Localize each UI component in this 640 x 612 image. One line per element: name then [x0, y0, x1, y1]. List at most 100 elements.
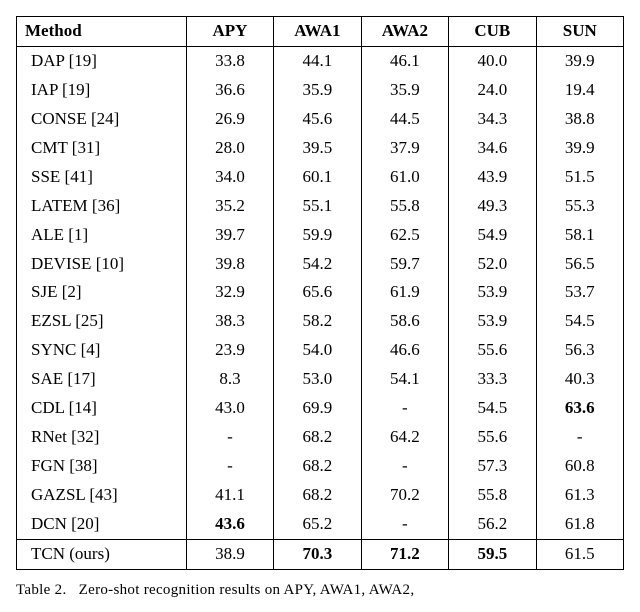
- col-header-awa1: AWA1: [274, 17, 361, 47]
- value-cell: 56.3: [536, 336, 623, 365]
- value-cell: 44.5: [361, 105, 448, 134]
- value-cell: 64.2: [361, 423, 448, 452]
- table-row: TCN (ours)38.970.371.259.561.5: [17, 539, 624, 569]
- value-cell: 55.1: [274, 192, 361, 221]
- method-cell: SAE [17]: [17, 365, 187, 394]
- col-header-sun: SUN: [536, 17, 623, 47]
- value-cell: 53.9: [449, 307, 536, 336]
- results-table: Method APY AWA1 AWA2 CUB SUN DAP [19]33.…: [16, 16, 624, 570]
- method-cell: SSE [41]: [17, 163, 187, 192]
- value-cell: 54.9: [449, 221, 536, 250]
- value-cell: 54.0: [274, 336, 361, 365]
- value-cell: 45.6: [274, 105, 361, 134]
- caption-label: Table 2.: [16, 582, 67, 598]
- value-cell: -: [361, 510, 448, 539]
- value-cell: 34.0: [186, 163, 273, 192]
- table-row: DEVISE [10]39.854.259.752.056.5: [17, 250, 624, 279]
- value-cell: -: [361, 452, 448, 481]
- value-cell: 40.3: [536, 365, 623, 394]
- value-cell: 8.3: [186, 365, 273, 394]
- value-cell: 53.9: [449, 278, 536, 307]
- col-header-apy: APY: [186, 17, 273, 47]
- method-cell: CMT [31]: [17, 134, 187, 163]
- method-cell: SJE [2]: [17, 278, 187, 307]
- table-row: FGN [38]-68.2-57.360.8: [17, 452, 624, 481]
- value-cell: 58.1: [536, 221, 623, 250]
- table-row: LATEM [36]35.255.155.849.355.3: [17, 192, 624, 221]
- table-body: DAP [19]33.844.146.140.039.9IAP [19]36.6…: [17, 46, 624, 569]
- value-cell: 61.8: [536, 510, 623, 539]
- method-cell: DAP [19]: [17, 46, 187, 75]
- value-cell: 39.9: [536, 134, 623, 163]
- value-cell: 43.6: [186, 510, 273, 539]
- value-cell: 68.2: [274, 452, 361, 481]
- value-cell: 63.6: [536, 394, 623, 423]
- value-cell: 65.6: [274, 278, 361, 307]
- value-cell: 69.9: [274, 394, 361, 423]
- value-cell: -: [186, 452, 273, 481]
- value-cell: 46.6: [361, 336, 448, 365]
- table-row: CDL [14]43.069.9-54.563.6: [17, 394, 624, 423]
- value-cell: 68.2: [274, 481, 361, 510]
- method-cell: DCN [20]: [17, 510, 187, 539]
- value-cell: 39.8: [186, 250, 273, 279]
- value-cell: 71.2: [361, 539, 448, 569]
- value-cell: 26.9: [186, 105, 273, 134]
- value-cell: 24.0: [449, 76, 536, 105]
- value-cell: 36.6: [186, 76, 273, 105]
- value-cell: 55.6: [449, 336, 536, 365]
- col-header-awa2: AWA2: [361, 17, 448, 47]
- value-cell: 56.5: [536, 250, 623, 279]
- value-cell: 35.9: [274, 76, 361, 105]
- table-row: RNet [32]-68.264.255.6-: [17, 423, 624, 452]
- value-cell: 59.7: [361, 250, 448, 279]
- table-row: SAE [17]8.353.054.133.340.3: [17, 365, 624, 394]
- value-cell: -: [536, 423, 623, 452]
- value-cell: 51.5: [536, 163, 623, 192]
- method-cell: CONSE [24]: [17, 105, 187, 134]
- value-cell: 53.7: [536, 278, 623, 307]
- table-row: ALE [1]39.759.962.554.958.1: [17, 221, 624, 250]
- value-cell: 33.3: [449, 365, 536, 394]
- value-cell: 19.4: [536, 76, 623, 105]
- value-cell: 46.1: [361, 46, 448, 75]
- value-cell: 58.2: [274, 307, 361, 336]
- value-cell: 58.6: [361, 307, 448, 336]
- value-cell: 68.2: [274, 423, 361, 452]
- table-caption: Table 2. Zero-shot recognition results o…: [16, 582, 624, 599]
- value-cell: 61.0: [361, 163, 448, 192]
- table-row: GAZSL [43]41.168.270.255.861.3: [17, 481, 624, 510]
- value-cell: 32.9: [186, 278, 273, 307]
- value-cell: 44.1: [274, 46, 361, 75]
- table-row: CMT [31]28.039.537.934.639.9: [17, 134, 624, 163]
- value-cell: 60.8: [536, 452, 623, 481]
- table-row: CONSE [24]26.945.644.534.338.8: [17, 105, 624, 134]
- value-cell: 43.9: [449, 163, 536, 192]
- value-cell: 23.9: [186, 336, 273, 365]
- value-cell: 39.5: [274, 134, 361, 163]
- value-cell: 49.3: [449, 192, 536, 221]
- value-cell: 62.5: [361, 221, 448, 250]
- table-row: SYNC [4]23.954.046.655.656.3: [17, 336, 624, 365]
- table-header-row: Method APY AWA1 AWA2 CUB SUN: [17, 17, 624, 47]
- value-cell: 39.9: [536, 46, 623, 75]
- value-cell: 60.1: [274, 163, 361, 192]
- value-cell: 39.7: [186, 221, 273, 250]
- method-cell: DEVISE [10]: [17, 250, 187, 279]
- value-cell: 35.9: [361, 76, 448, 105]
- table-row: EZSL [25]38.358.258.653.954.5: [17, 307, 624, 336]
- value-cell: 54.1: [361, 365, 448, 394]
- value-cell: -: [361, 394, 448, 423]
- value-cell: 59.9: [274, 221, 361, 250]
- value-cell: 28.0: [186, 134, 273, 163]
- value-cell: 41.1: [186, 481, 273, 510]
- value-cell: 57.3: [449, 452, 536, 481]
- method-cell: EZSL [25]: [17, 307, 187, 336]
- method-cell: IAP [19]: [17, 76, 187, 105]
- table-row: DCN [20]43.665.2-56.261.8: [17, 510, 624, 539]
- value-cell: 34.6: [449, 134, 536, 163]
- method-cell: GAZSL [43]: [17, 481, 187, 510]
- table-row: SSE [41]34.060.161.043.951.5: [17, 163, 624, 192]
- value-cell: 61.5: [536, 539, 623, 569]
- table-row: DAP [19]33.844.146.140.039.9: [17, 46, 624, 75]
